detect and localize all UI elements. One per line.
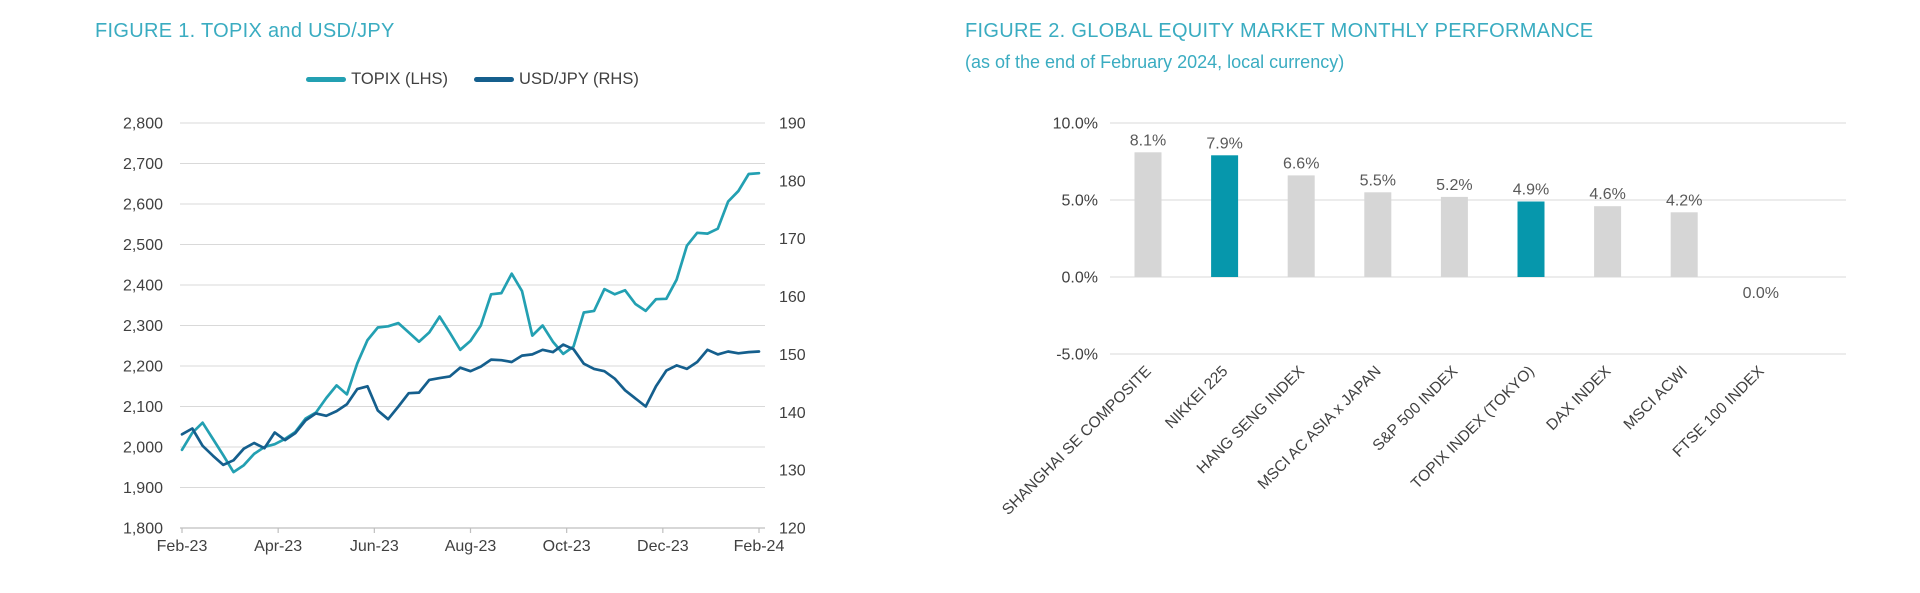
figure-2: FIGURE 2. GLOBAL EQUITY MARKET MONTHLY P… <box>960 0 1920 593</box>
right-axis-label: 180 <box>779 173 806 190</box>
right-axis-label: 150 <box>779 347 806 364</box>
right-axis-label: 170 <box>779 231 806 248</box>
category-label: NIKKEI 225 <box>1162 363 1231 432</box>
bar-value-label: 7.9% <box>1206 135 1242 152</box>
usdjpy-line-swatch <box>474 76 515 82</box>
bar-hang-seng-index <box>1287 175 1315 277</box>
left-axis-label: 2,400 <box>123 278 163 295</box>
bar-value-label: 0.0% <box>1743 285 1779 302</box>
right-axis-label: 140 <box>779 405 806 422</box>
left-axis-label: 2,500 <box>123 237 163 254</box>
legend-label-usdjpy: USD/JPY (RHS) <box>519 69 639 88</box>
left-axis-label: 2,600 <box>123 197 163 214</box>
topix-line-swatch <box>306 76 347 82</box>
legend-item-usdjpy: USD/JPY (RHS) <box>474 70 639 89</box>
right-axis-label: 130 <box>779 463 806 480</box>
left-axis-label: 2,300 <box>123 318 163 335</box>
x-axis-label: Oct-23 <box>543 538 591 555</box>
bar-topix-index-tokyo <box>1517 201 1545 277</box>
left-axis-label: 2,700 <box>123 156 163 173</box>
x-axis-label: Dec-23 <box>637 538 689 555</box>
left-axis-label: 2,100 <box>123 399 163 416</box>
left-axis-label: 1,900 <box>123 480 163 497</box>
x-axis-label: Jun-23 <box>350 538 399 555</box>
bar-s-p-500-index <box>1440 196 1468 277</box>
right-axis-label: 160 <box>779 289 806 306</box>
x-axis-label: Feb-24 <box>734 538 785 555</box>
topix-usdjpy-line-chart: 2,800 2,700 2,600 2,500 2,400 2,300 2,200 2,100… <box>123 116 806 556</box>
x-axis-label: Aug-23 <box>445 538 497 555</box>
bar-msci-acwi <box>1670 212 1698 277</box>
bar-value-label: 5.2% <box>1436 177 1472 194</box>
bar-dax-index <box>1594 206 1622 277</box>
usd-jpy-rhs-line <box>180 343 761 467</box>
bar-value-label: 8.1% <box>1130 132 1166 149</box>
bar-shanghai-se-composite <box>1134 152 1162 277</box>
left-axis-label: 2,200 <box>123 359 163 376</box>
bar-value-label: 5.5% <box>1360 172 1396 189</box>
legend-item-topix: TOPIX (LHS) <box>306 70 448 89</box>
bar-value-label: 4.6% <box>1589 186 1625 203</box>
category-label: DAX INDEX <box>1543 362 1615 434</box>
left-axis-label: 2,000 <box>123 440 163 457</box>
bar-value-label: 4.9% <box>1513 182 1549 199</box>
figure-2-subtitle: (as of the end of February 2024, local c… <box>965 52 1345 72</box>
left-axis-label: 2,800 <box>123 116 163 133</box>
category-label: TOPIX INDEX (TOKYO) <box>1408 363 1538 493</box>
y-axis-label: -5.0% <box>1056 347 1098 364</box>
bar-msci-ac-asia-x-japan <box>1364 192 1392 277</box>
left-axis-label: 1,800 <box>123 521 163 538</box>
bar-value-label: 6.6% <box>1283 155 1319 172</box>
x-axis-label: Feb-23 <box>157 538 208 555</box>
figure-1-title: FIGURE 1. TOPIX and USD/JPY <box>95 20 395 42</box>
legend-label-topix: TOPIX (LHS) <box>351 69 449 88</box>
topix-lhs-line <box>180 171 761 474</box>
figure-2-title: FIGURE 2. GLOBAL EQUITY MARKET MONTHLY P… <box>965 20 1594 42</box>
category-label: MSCI ACWI <box>1621 363 1691 433</box>
right-axis-label: 120 <box>779 521 806 538</box>
bar-nikkei-225 <box>1211 155 1239 277</box>
bar-value-label: 4.2% <box>1666 192 1702 209</box>
y-axis-label: 0.0% <box>1062 270 1098 287</box>
category-label: SHANGHAI SE COMPOSITE <box>999 363 1155 519</box>
category-label: MSCI AC ASIA x JAPAN <box>1255 363 1385 493</box>
y-axis-label: 10.0% <box>1053 116 1098 133</box>
x-axis-label: Apr-23 <box>254 538 302 555</box>
figure-1: FIGURE 1. TOPIX and USD/JPY TOPIX (LHS) … <box>0 0 880 593</box>
monthly-performance-bar-chart: 10.0% 5.0% 0.0% -5.0% 8.1% SHANGHAI SE COMPOS… <box>999 116 1846 519</box>
y-axis-label: 5.0% <box>1062 193 1098 210</box>
figure-1-legend: TOPIX (LHS) USD/JPY (RHS) <box>180 68 765 90</box>
right-axis-label: 190 <box>779 116 806 133</box>
